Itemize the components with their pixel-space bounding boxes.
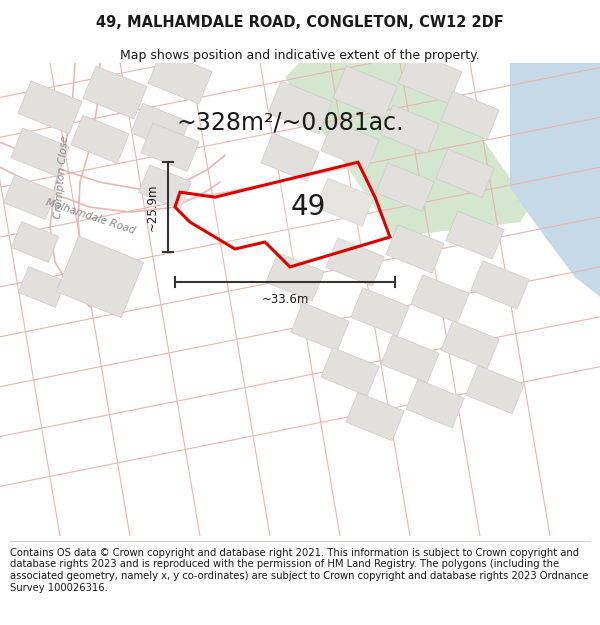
Polygon shape	[11, 222, 59, 262]
Polygon shape	[326, 238, 384, 286]
Polygon shape	[139, 165, 191, 209]
Polygon shape	[285, 62, 530, 237]
Polygon shape	[381, 334, 439, 383]
Polygon shape	[398, 51, 462, 104]
Polygon shape	[11, 128, 69, 176]
Text: 49: 49	[290, 193, 326, 221]
Polygon shape	[141, 123, 199, 171]
Polygon shape	[131, 103, 189, 151]
Polygon shape	[268, 81, 332, 134]
Polygon shape	[4, 175, 56, 219]
Polygon shape	[321, 121, 379, 169]
Text: Map shows position and indicative extent of the property.: Map shows position and indicative extent…	[120, 49, 480, 62]
Text: Contains OS data © Crown copyright and database right 2021. This information is : Contains OS data © Crown copyright and d…	[10, 548, 589, 592]
Polygon shape	[321, 348, 379, 396]
Polygon shape	[18, 266, 66, 308]
Polygon shape	[148, 51, 212, 104]
Polygon shape	[386, 225, 444, 273]
Polygon shape	[346, 392, 404, 441]
Text: Malhamdale Road: Malhamdale Road	[44, 198, 136, 236]
Polygon shape	[381, 105, 439, 154]
Text: 49, MALHAMDALE ROAD, CONGLETON, CW12 2DF: 49, MALHAMDALE ROAD, CONGLETON, CW12 2DF	[96, 14, 504, 29]
Text: ~328m²/~0.081ac.: ~328m²/~0.081ac.	[176, 111, 404, 134]
Polygon shape	[71, 115, 129, 163]
Polygon shape	[266, 253, 324, 301]
Polygon shape	[471, 261, 529, 309]
Polygon shape	[466, 366, 524, 414]
Polygon shape	[441, 91, 499, 139]
Polygon shape	[406, 379, 464, 428]
Polygon shape	[351, 288, 409, 336]
Polygon shape	[510, 62, 600, 297]
Polygon shape	[18, 81, 82, 134]
Polygon shape	[441, 321, 499, 369]
Polygon shape	[446, 211, 504, 259]
Text: ~25.9m: ~25.9m	[146, 183, 158, 231]
Polygon shape	[411, 275, 469, 323]
Polygon shape	[333, 66, 397, 119]
Polygon shape	[175, 162, 390, 267]
Polygon shape	[261, 133, 319, 181]
Polygon shape	[56, 236, 143, 318]
Polygon shape	[376, 163, 434, 211]
Polygon shape	[316, 178, 374, 226]
Text: ~33.6m: ~33.6m	[262, 293, 308, 306]
Polygon shape	[83, 66, 147, 119]
Polygon shape	[291, 302, 349, 351]
Polygon shape	[436, 149, 494, 198]
Text: Crompton Close: Crompton Close	[53, 135, 71, 219]
